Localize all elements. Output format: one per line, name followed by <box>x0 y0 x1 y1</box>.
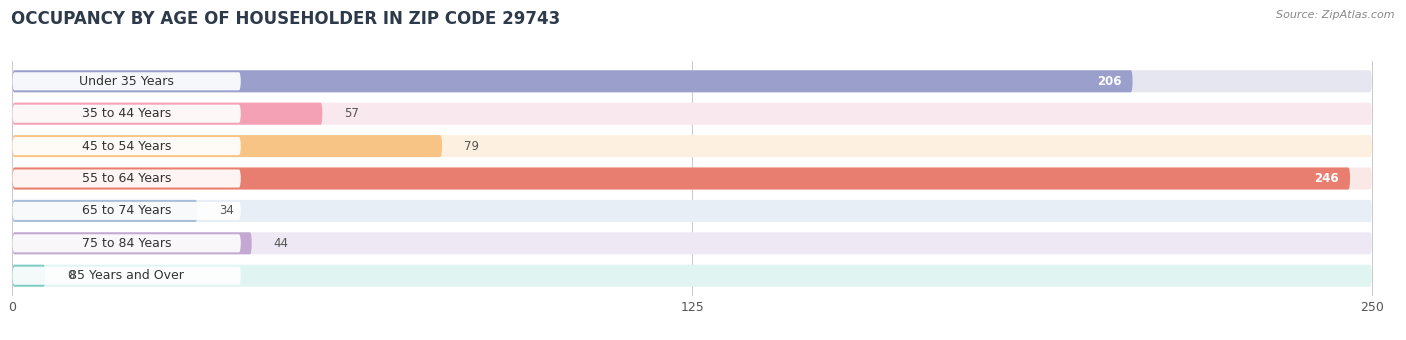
FancyBboxPatch shape <box>13 267 240 285</box>
FancyBboxPatch shape <box>13 234 240 252</box>
Text: 79: 79 <box>464 140 479 153</box>
FancyBboxPatch shape <box>13 103 322 125</box>
Text: 206: 206 <box>1097 75 1122 88</box>
FancyBboxPatch shape <box>13 265 45 287</box>
Text: Under 35 Years: Under 35 Years <box>79 75 174 88</box>
FancyBboxPatch shape <box>13 200 1372 222</box>
Text: 44: 44 <box>273 237 288 250</box>
Text: 246: 246 <box>1315 172 1339 185</box>
FancyBboxPatch shape <box>13 202 240 220</box>
FancyBboxPatch shape <box>13 135 441 157</box>
Text: 0: 0 <box>67 269 75 282</box>
Text: 85 Years and Over: 85 Years and Over <box>69 269 184 282</box>
Text: 57: 57 <box>344 107 359 120</box>
Text: 34: 34 <box>219 204 233 217</box>
Text: 45 to 54 Years: 45 to 54 Years <box>82 140 172 153</box>
FancyBboxPatch shape <box>13 72 240 90</box>
Text: Source: ZipAtlas.com: Source: ZipAtlas.com <box>1277 10 1395 20</box>
Text: 35 to 44 Years: 35 to 44 Years <box>82 107 172 120</box>
FancyBboxPatch shape <box>13 70 1372 92</box>
FancyBboxPatch shape <box>13 137 240 155</box>
FancyBboxPatch shape <box>13 200 197 222</box>
FancyBboxPatch shape <box>13 169 240 188</box>
FancyBboxPatch shape <box>13 105 240 123</box>
FancyBboxPatch shape <box>13 168 1350 189</box>
FancyBboxPatch shape <box>13 265 1372 287</box>
Text: 75 to 84 Years: 75 to 84 Years <box>82 237 172 250</box>
FancyBboxPatch shape <box>13 232 1372 254</box>
FancyBboxPatch shape <box>13 232 252 254</box>
FancyBboxPatch shape <box>13 103 1372 125</box>
Text: 55 to 64 Years: 55 to 64 Years <box>82 172 172 185</box>
Text: 65 to 74 Years: 65 to 74 Years <box>82 204 172 217</box>
FancyBboxPatch shape <box>13 135 1372 157</box>
FancyBboxPatch shape <box>13 168 1372 189</box>
Text: OCCUPANCY BY AGE OF HOUSEHOLDER IN ZIP CODE 29743: OCCUPANCY BY AGE OF HOUSEHOLDER IN ZIP C… <box>11 10 561 28</box>
FancyBboxPatch shape <box>13 70 1133 92</box>
